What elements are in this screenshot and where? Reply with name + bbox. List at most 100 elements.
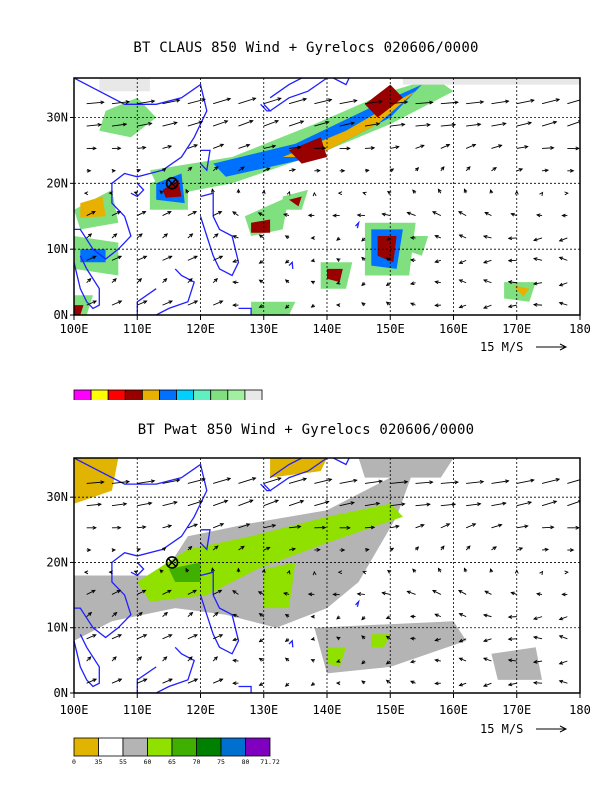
x-tick-label: 150E <box>376 322 405 336</box>
wind-vector <box>111 300 122 306</box>
wind-vector-head <box>189 233 194 238</box>
wind-vector <box>364 100 383 105</box>
wind-vector-head <box>188 166 193 171</box>
wind-vector-head <box>471 143 477 148</box>
wind-vector-head <box>168 678 173 683</box>
wind-vector-head <box>564 570 569 575</box>
wind-vector-head <box>214 611 219 616</box>
wind-vector-head <box>163 277 168 283</box>
wind-vector-head <box>112 277 117 283</box>
wind-vector <box>213 98 231 105</box>
wind-vector <box>364 123 380 127</box>
wind-vector-head <box>214 545 219 550</box>
wind-vector-head <box>258 638 264 643</box>
wind-vector-head <box>232 280 237 285</box>
wind-vector <box>137 211 146 216</box>
wind-vector-head <box>167 145 173 149</box>
wind-vector <box>541 121 557 127</box>
wind-vector <box>238 523 250 529</box>
wind-vector-head <box>375 501 381 506</box>
wind-vector-head <box>310 681 316 686</box>
wind-vector-head <box>91 589 96 594</box>
wind-vector <box>162 501 177 507</box>
shaded-region <box>168 562 201 582</box>
colorbar-label: 71.72 <box>260 758 280 766</box>
wind-vector-head <box>257 212 263 217</box>
wind-vector-head <box>167 211 172 215</box>
wind-vector-head <box>213 656 218 661</box>
wind-vector-head <box>137 656 143 661</box>
wind-vector <box>483 682 492 687</box>
wind-vector-head <box>223 499 229 504</box>
wind-vector-head <box>532 302 538 307</box>
wind-vector <box>212 143 224 149</box>
wind-vector-head <box>192 211 198 215</box>
wind-vector-head <box>258 613 264 617</box>
wind-vector <box>533 304 543 306</box>
wind-vector-head <box>236 188 241 193</box>
coastline <box>130 561 145 577</box>
wind-vector <box>516 146 528 149</box>
wind-vector <box>382 213 391 217</box>
wind-vector-head <box>302 477 308 482</box>
x-tick-label: 150E <box>376 703 405 717</box>
wind-vector-head <box>482 305 488 309</box>
colorbar-swatch <box>107 389 126 400</box>
wind-vector-head <box>532 281 538 286</box>
wind-vector-head <box>213 277 218 283</box>
wind-vector-head <box>458 638 463 643</box>
wind-vector-head <box>284 279 290 284</box>
wind-vector-head <box>122 122 128 127</box>
wind-vector-head <box>552 500 558 505</box>
wind-vector <box>559 680 568 684</box>
wind-vector-head <box>214 166 219 171</box>
wind-vector-head <box>479 480 485 484</box>
wind-vector-head <box>108 191 113 196</box>
wind-vector <box>390 146 399 149</box>
wind-vector-head <box>218 255 224 260</box>
wind-vector-head <box>457 589 463 594</box>
wind-vector-head <box>252 97 257 102</box>
wind-vector-head <box>477 122 482 127</box>
wind-vector-head <box>505 479 510 484</box>
wind-vector-head <box>188 545 193 550</box>
colorbar-swatch <box>141 389 160 400</box>
wind-vector <box>137 678 147 684</box>
wind-vector-head <box>261 568 266 574</box>
colorbar-swatch <box>122 737 148 757</box>
wind-vector-head <box>378 479 384 484</box>
wind-vector-head <box>426 123 431 127</box>
wind-vector-head <box>381 212 386 217</box>
wind-vector-head <box>530 478 535 483</box>
wind-vector <box>232 590 239 595</box>
wind-vector-head <box>482 683 488 687</box>
wind-vector <box>458 211 467 216</box>
wind-vector-head <box>274 499 280 504</box>
wind-vector <box>263 167 270 172</box>
wind-vector-head <box>266 167 271 172</box>
wind-vector <box>232 211 239 216</box>
wind-vector-head <box>92 255 97 260</box>
wind-vector-head <box>353 478 358 483</box>
colorbar-swatch <box>98 737 124 757</box>
wind-vector-head <box>307 592 313 597</box>
wind-vector-head <box>136 169 142 173</box>
colorbar-swatch <box>176 389 195 400</box>
wind-vector-head <box>350 121 355 126</box>
y-tick-label: 20N <box>46 176 68 190</box>
wind-vector-head <box>163 611 169 616</box>
wind-vector-head <box>466 166 471 171</box>
wind-vector-head <box>510 591 515 596</box>
wind-vector-head <box>532 257 538 262</box>
wind-vector <box>263 546 270 551</box>
wind-vector-head <box>257 591 263 595</box>
wind-vector <box>484 590 492 595</box>
wind-vector-head <box>198 500 204 504</box>
shaded-region <box>99 78 150 92</box>
wind-vector-head <box>420 144 425 149</box>
wind-vector-head <box>117 300 123 305</box>
wind-vector-head <box>505 99 510 104</box>
wind-vector <box>415 144 425 149</box>
wind-vector-head <box>498 523 503 528</box>
